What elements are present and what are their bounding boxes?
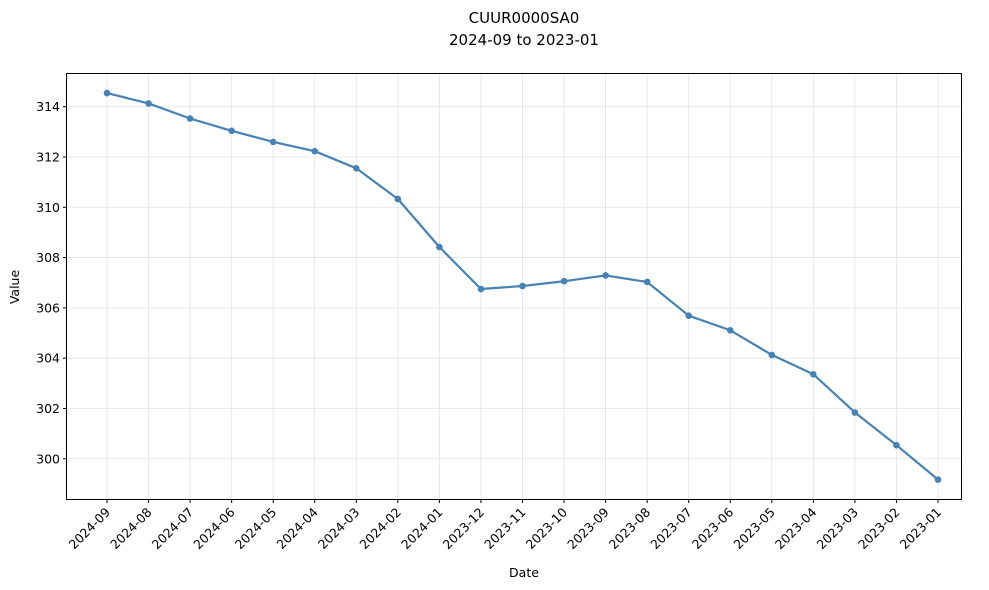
x-tick-label: 2023-10 (523, 504, 571, 552)
x-tick-label: 2024-08 (107, 504, 155, 552)
y-axis-label: Value (7, 270, 22, 305)
x-tick-label: 2023-11 (481, 505, 529, 553)
y-tick-label: 306 (36, 300, 60, 315)
y-tick-label: 312 (36, 149, 60, 164)
x-tick-label: 2024-07 (149, 505, 197, 553)
x-tick-label: 2023-08 (606, 504, 654, 552)
x-tick-label: 2024-04 (273, 504, 321, 552)
data-point (228, 127, 235, 135)
y-tick-label: 308 (36, 250, 60, 265)
data-point (394, 195, 402, 203)
plot-frame (66, 73, 962, 500)
ticks-layer: 3003023043063083103123142024-092024-0820… (36, 99, 944, 552)
chart-subtitle: 2024-09 to 2023-01 (449, 31, 599, 49)
x-tick-label: 2023-12 (440, 505, 488, 553)
x-axis-label: Date (509, 565, 539, 580)
data-point (436, 243, 443, 251)
data-point (477, 285, 485, 293)
data-point (768, 351, 776, 359)
x-tick-label: 2024-03 (315, 505, 363, 553)
y-tick-label: 304 (36, 351, 60, 366)
data-point (893, 441, 900, 449)
x-tick-label: 2023-05 (730, 505, 778, 553)
x-tick-label: 2023-09 (564, 504, 612, 552)
data-point (145, 100, 152, 107)
x-tick-label: 2023-06 (689, 504, 737, 552)
data-point (353, 165, 360, 172)
x-tick-label: 2024-06 (190, 504, 238, 552)
x-tick-label: 2023-07 (647, 505, 695, 553)
y-tick-label: 300 (36, 451, 60, 466)
data-point (851, 409, 859, 416)
data-point (519, 282, 526, 290)
data-point (685, 312, 692, 319)
x-tick-label: 2024-09 (66, 504, 114, 552)
y-tick-label: 310 (36, 200, 60, 215)
x-tick-label: 2024-01 (398, 505, 446, 553)
chart-title: CUUR0000SA0 (469, 9, 580, 27)
x-tick-label: 2023-04 (772, 504, 820, 552)
data-point (103, 89, 111, 97)
data-point (602, 272, 609, 279)
x-tick-label: 2023-01 (897, 505, 945, 553)
x-tick-label: 2024-02 (356, 505, 404, 553)
data-point (311, 147, 319, 155)
data-point (643, 278, 651, 286)
data-point (269, 138, 277, 146)
data-point (726, 326, 734, 334)
data-point (934, 476, 942, 483)
x-tick-label: 2024-05 (232, 505, 280, 553)
data-point (810, 370, 817, 378)
y-tick-label: 302 (36, 401, 60, 416)
data-point (186, 115, 194, 122)
series-layer (103, 89, 942, 483)
data-point (560, 277, 568, 285)
x-tick-label: 2023-03 (813, 505, 861, 553)
y-tick-label: 314 (36, 99, 60, 114)
x-tick-label: 2023-02 (855, 505, 903, 553)
